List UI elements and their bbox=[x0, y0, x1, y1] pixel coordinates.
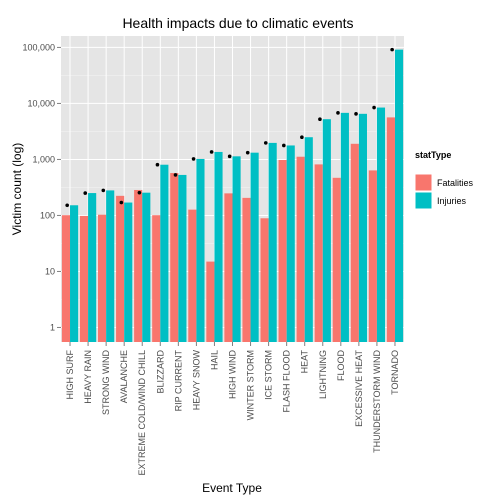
point-marker bbox=[390, 47, 394, 52]
point-marker bbox=[263, 141, 268, 145]
x-tick-label: HIGH SURF bbox=[65, 349, 75, 399]
legend-title: statType bbox=[415, 150, 451, 160]
bar-injuries bbox=[286, 145, 295, 342]
point-marker bbox=[119, 200, 124, 205]
bar-fatalities bbox=[260, 218, 269, 342]
x-tick-label: FLOOD bbox=[336, 350, 346, 382]
point-marker bbox=[173, 173, 178, 177]
x-tick-label: WINTER STORM bbox=[246, 350, 256, 420]
bar-fatalities bbox=[224, 193, 233, 342]
x-axis-title: Event Type bbox=[202, 481, 262, 495]
x-tick-label: TORNADO bbox=[390, 350, 400, 395]
x-tick-label: EXTREME COLD/WIND CHILL bbox=[137, 350, 147, 476]
bar-fatalities bbox=[152, 215, 161, 342]
bar-fatalities bbox=[61, 215, 71, 342]
bar-fatalities bbox=[242, 197, 251, 342]
y-tick-label: 1,000 bbox=[32, 154, 55, 164]
bar-injuries bbox=[124, 202, 133, 342]
y-tick-label: 100,000 bbox=[22, 42, 55, 52]
point-marker bbox=[65, 203, 69, 208]
bar-injuries bbox=[214, 151, 223, 342]
bar-fatalities bbox=[314, 164, 323, 342]
y-tick-label: 100 bbox=[40, 210, 55, 220]
bar-injuries bbox=[376, 107, 386, 342]
x-tick-label: HEAT bbox=[300, 350, 310, 374]
x-tick-label: HEAVY SNOW bbox=[191, 350, 201, 411]
bar-injuries bbox=[106, 190, 115, 342]
y-tick-label: 1 bbox=[50, 322, 55, 332]
bar-fatalities bbox=[350, 143, 359, 342]
point-marker bbox=[300, 135, 304, 140]
point-marker bbox=[209, 150, 214, 154]
bar-injuries bbox=[268, 142, 277, 342]
x-tick-label: HIGH WIND bbox=[228, 350, 238, 399]
legend-key-injuries bbox=[414, 191, 433, 210]
legend-label: Fatalities bbox=[437, 178, 474, 188]
x-axis: HIGH SURF HEAVY RAIN STRONG WIND AVALANCHE E… bbox=[65, 342, 400, 476]
bar-fatalities bbox=[188, 209, 197, 342]
point-marker bbox=[191, 157, 196, 161]
x-tick-label: RIP CURRENT bbox=[173, 350, 183, 412]
bar-injuries bbox=[232, 156, 241, 342]
bar-fatalities bbox=[386, 117, 395, 343]
x-tick-label: AVALANCHE bbox=[119, 350, 129, 403]
bar-injuries bbox=[178, 174, 187, 342]
bar-injuries bbox=[322, 119, 331, 342]
point-marker bbox=[137, 190, 142, 195]
bar-injuries bbox=[340, 112, 349, 342]
bar-injuries bbox=[88, 193, 97, 342]
bars bbox=[61, 49, 404, 343]
point-marker bbox=[83, 191, 88, 195]
bar-injuries bbox=[394, 49, 404, 342]
x-tick-label: HEAVY RAIN bbox=[83, 350, 93, 404]
x-tick-label: BLIZZARD bbox=[155, 350, 165, 394]
bar-fatalities bbox=[368, 170, 377, 342]
bar-fatalities bbox=[170, 173, 179, 342]
bar-fatalities bbox=[278, 159, 287, 342]
x-tick-label: STRONG WIND bbox=[101, 350, 111, 415]
bar-injuries bbox=[358, 113, 367, 342]
bar-fatalities bbox=[134, 189, 143, 342]
point-marker bbox=[245, 150, 250, 155]
y-axis-title: Victim count (log) bbox=[10, 143, 24, 235]
point-marker bbox=[354, 112, 358, 116]
legend-label: Injuries bbox=[437, 196, 467, 206]
point-marker bbox=[372, 105, 376, 110]
bar-fatalities bbox=[98, 214, 107, 342]
bar-injuries bbox=[250, 152, 259, 342]
bar-injuries bbox=[304, 137, 313, 342]
bar-injuries bbox=[142, 192, 151, 342]
x-tick-label: HAIL bbox=[209, 350, 219, 370]
legend-key-fatalities bbox=[414, 173, 433, 192]
x-tick-label: EXCESSIVE HEAT bbox=[354, 350, 364, 427]
chart-title: Health impacts due to climatic events bbox=[122, 15, 353, 31]
y-axis: 1 10 100 1,000 10,000 100,000 bbox=[22, 42, 61, 332]
point-marker bbox=[318, 117, 322, 122]
y-tick-label: 10,000 bbox=[27, 98, 55, 108]
x-tick-label: FLASH FLOOD bbox=[282, 350, 292, 413]
bar-fatalities bbox=[79, 215, 89, 342]
point-marker bbox=[282, 143, 286, 148]
point-markers bbox=[65, 47, 394, 208]
y-tick-label: 10 bbox=[45, 266, 55, 276]
x-tick-label: LIGHTNING bbox=[318, 350, 328, 399]
bar-fatalities bbox=[332, 177, 341, 342]
point-marker bbox=[227, 154, 232, 159]
bar-injuries bbox=[196, 158, 205, 342]
point-marker bbox=[155, 162, 160, 167]
bar-injuries bbox=[160, 164, 169, 342]
bar-injuries bbox=[70, 205, 79, 342]
bar-fatalities bbox=[206, 261, 215, 342]
x-tick-label: THUNDERSTORM WIND bbox=[372, 350, 382, 453]
point-marker bbox=[101, 188, 106, 193]
point-marker bbox=[336, 111, 340, 115]
bar-fatalities bbox=[116, 195, 125, 342]
legend: statType Fatalities Injuries bbox=[414, 150, 474, 210]
bar-fatalities bbox=[296, 156, 305, 342]
x-tick-label: ICE STORM bbox=[264, 350, 274, 400]
